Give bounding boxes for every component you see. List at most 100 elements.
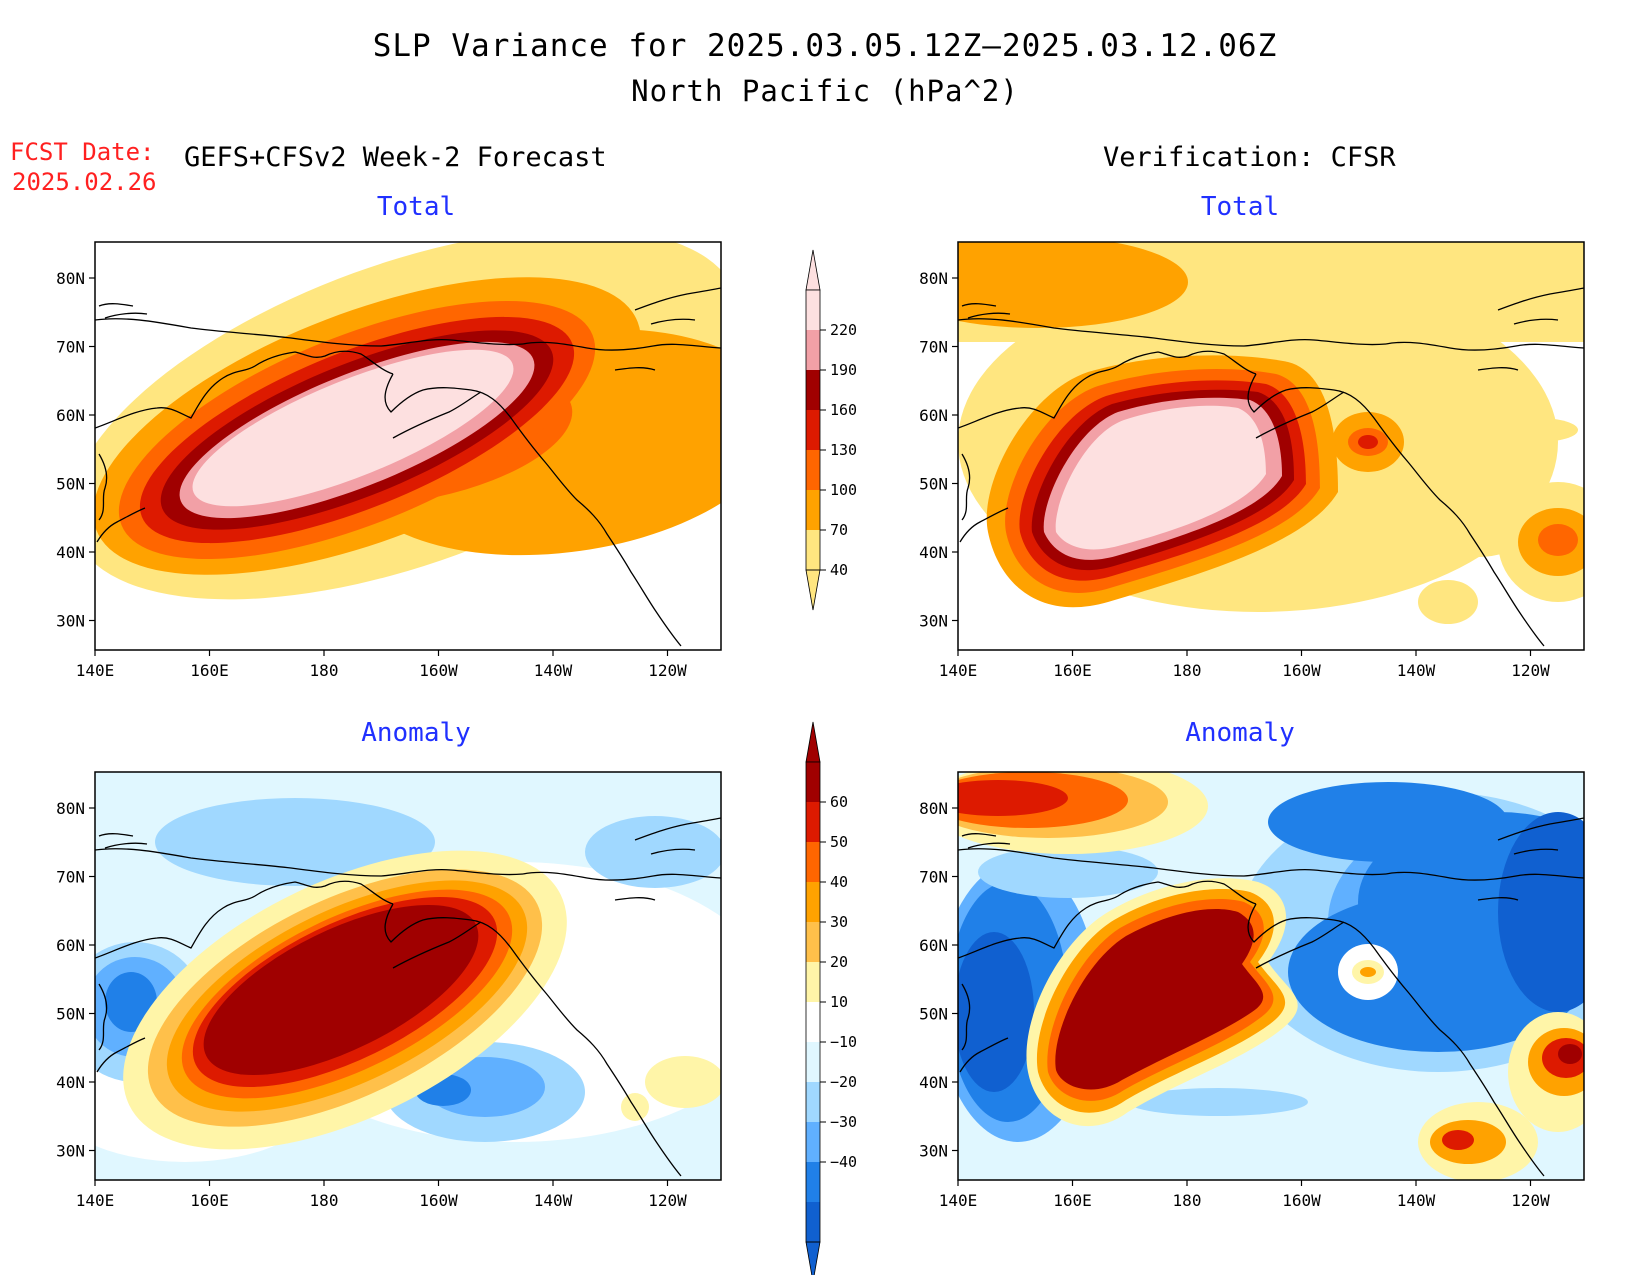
colorbar-swatch	[806, 490, 820, 530]
colorbar-label: 40	[830, 561, 848, 579]
colorbar-label: 40	[830, 873, 848, 891]
total-colorbar: 220 190 160 130 100 70 40	[805, 249, 857, 611]
lat-label: 30N	[919, 1142, 948, 1161]
colorbar-label: −20	[830, 1073, 857, 1091]
lon-label: 140E	[76, 661, 115, 680]
lon-label: 180	[1173, 661, 1202, 680]
lat-label: 80N	[919, 269, 948, 288]
colorbar-swatch	[806, 530, 820, 570]
lat-label: 50N	[919, 1005, 948, 1024]
lat-label: 30N	[919, 612, 948, 631]
colorbar-swatch	[806, 450, 820, 490]
lat-label: 30N	[56, 612, 85, 631]
colorbar-swatch	[806, 962, 820, 1002]
colorbar-swatch	[806, 1202, 820, 1242]
colorbar-label: −40	[830, 1153, 857, 1171]
anomaly-colorbar: 60 50 40 30 20 10 −10 −20 −30 −40	[805, 721, 857, 1275]
lon-label: 160E	[1053, 661, 1092, 680]
colorbar-swatch	[806, 410, 820, 450]
lat-label: 70N	[56, 338, 85, 357]
lat-label: 30N	[56, 1142, 85, 1161]
forecast-total-subtitle: Total	[376, 192, 456, 222]
chart-title: SLP Variance for 2025.03.05.12Z–2025.03.…	[372, 28, 1278, 64]
lon-label: 140E	[939, 1191, 978, 1210]
colorbar-label: 70	[830, 521, 848, 539]
lon-label: 120W	[1511, 1191, 1550, 1210]
colorbar-label: 130	[830, 441, 857, 459]
forecast-heading: GEFS+CFSv2 Week-2 Forecast	[184, 142, 607, 173]
lon-label: 160E	[190, 661, 229, 680]
colorbar-swatch	[806, 882, 820, 922]
colorbar-label: 160	[830, 401, 857, 419]
lon-label: 140W	[1397, 661, 1436, 680]
colorbar-label: 220	[830, 321, 857, 339]
colorbar-label: 30	[830, 913, 848, 931]
lat-label: 50N	[56, 1005, 85, 1024]
lon-label: 160W	[1282, 661, 1321, 680]
axis-labels: 80N 70N 60N 50N 40N 30N 140E 160E 180 160W 140W 120…	[56, 269, 1550, 1210]
lat-label: 80N	[56, 799, 85, 818]
lon-label: 140W	[534, 661, 573, 680]
colorbar-label: 100	[830, 481, 857, 499]
lat-label: 70N	[56, 868, 85, 887]
colorbar-swatch	[806, 842, 820, 882]
colorbar-swatch	[806, 802, 820, 842]
colorbar-swatch	[806, 290, 820, 330]
lat-label: 60N	[919, 936, 948, 955]
verification-anomaly-subtitle: Anomaly	[1185, 718, 1295, 748]
lon-label: 120W	[648, 1191, 687, 1210]
colorbar-swatch	[806, 1042, 820, 1082]
lat-label: 40N	[919, 543, 948, 562]
colorbar-swatch	[806, 1122, 820, 1162]
chart-subtitle: North Pacific (hPa^2)	[631, 74, 1019, 108]
lat-label: 60N	[56, 936, 85, 955]
lon-label: 140W	[1397, 1191, 1436, 1210]
verification-total-map	[958, 242, 1584, 650]
forecast-anomaly-subtitle: Anomaly	[361, 718, 471, 748]
lon-label: 160E	[190, 1191, 229, 1210]
colorbar-swatch	[806, 922, 820, 962]
lon-label: 140W	[534, 1191, 573, 1210]
colorbar-swatch	[806, 330, 820, 370]
lon-label: 160E	[1053, 1191, 1092, 1210]
lat-label: 70N	[919, 868, 948, 887]
colorbar-swatch	[806, 1002, 820, 1042]
forecast-anomaly-map	[95, 772, 721, 1180]
lon-label: 180	[310, 1191, 339, 1210]
colorbar-swatch	[806, 762, 820, 802]
lat-label: 60N	[56, 406, 85, 425]
colorbar-swatch	[806, 1082, 820, 1122]
colorbar-label: −10	[830, 1033, 857, 1051]
lon-label: 160W	[1282, 1191, 1321, 1210]
colorbar-label: −30	[830, 1113, 857, 1131]
lon-label: 160W	[419, 661, 458, 680]
colorbar-swatch	[806, 370, 820, 410]
colorbar-label: 60	[830, 793, 848, 811]
colorbar-swatch	[806, 1162, 820, 1202]
colorbar-label: 190	[830, 361, 857, 379]
lon-label: 120W	[1511, 661, 1550, 680]
colorbar-label: 50	[830, 833, 848, 851]
lon-label: 120W	[648, 661, 687, 680]
lat-label: 40N	[919, 1073, 948, 1092]
lon-label: 180	[310, 661, 339, 680]
lat-label: 50N	[919, 475, 948, 494]
verification-heading: Verification: CFSR	[1103, 142, 1396, 173]
fcst-date-value: 2025.02.26	[12, 168, 157, 196]
lat-label: 80N	[919, 799, 948, 818]
verification-total-subtitle: Total	[1200, 192, 1280, 222]
fcst-date-label: FCST Date:	[10, 138, 155, 166]
lat-label: 60N	[919, 406, 948, 425]
lat-label: 80N	[56, 269, 85, 288]
lon-label: 180	[1173, 1191, 1202, 1210]
colorbars: 220 190 160 130 100 70 40 60 50 40 30 20 10 −10 −20 −30…	[805, 249, 857, 1275]
lat-label: 40N	[56, 543, 85, 562]
verification-anomaly-map	[958, 772, 1584, 1180]
lon-label: 140E	[939, 661, 978, 680]
colorbar-label: 10	[830, 993, 848, 1011]
lat-label: 40N	[56, 1073, 85, 1092]
colorbar-label: 20	[830, 953, 848, 971]
lon-label: 160W	[419, 1191, 458, 1210]
lat-label: 50N	[56, 475, 85, 494]
